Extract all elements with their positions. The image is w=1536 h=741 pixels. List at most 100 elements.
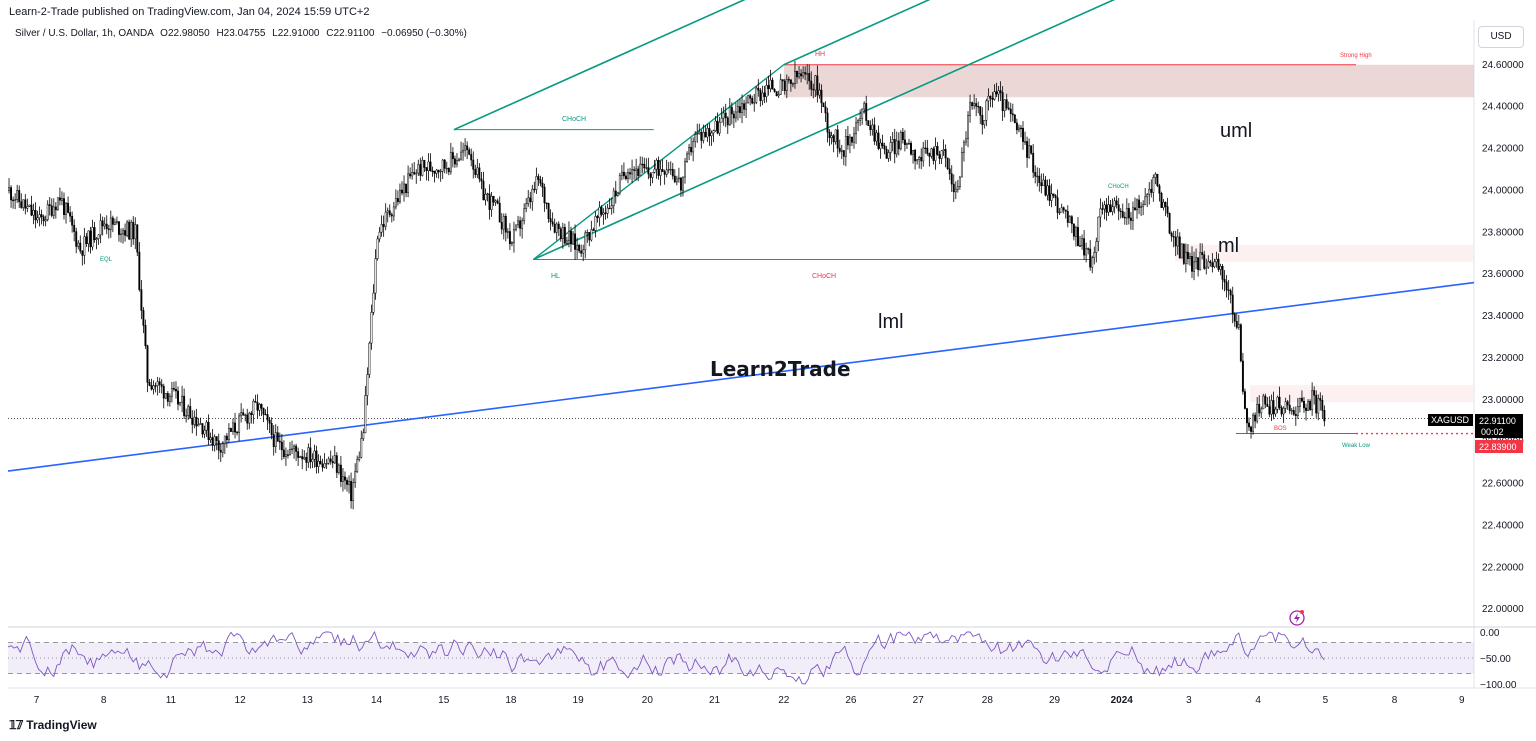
candle[interactable] [1221,264,1224,290]
candle[interactable] [331,455,334,469]
candle[interactable] [386,207,389,223]
candle[interactable] [254,394,257,403]
candle[interactable] [686,151,688,163]
candle[interactable] [657,156,660,180]
candle[interactable] [1081,234,1083,250]
candle[interactable] [1284,397,1287,414]
candle[interactable] [58,187,61,206]
candle[interactable] [219,443,222,463]
candle[interactable] [394,189,397,210]
candle[interactable] [52,198,55,220]
candle[interactable] [985,98,988,127]
candle[interactable] [405,183,408,198]
candle[interactable] [232,418,234,435]
candle[interactable] [1211,253,1214,273]
candle[interactable] [1250,425,1252,439]
candle[interactable] [1026,136,1029,168]
candle[interactable] [183,388,186,420]
candle[interactable] [280,433,283,461]
candle[interactable] [714,115,717,132]
candle[interactable] [549,209,552,231]
candle[interactable] [696,123,699,143]
candle[interactable] [1032,144,1035,179]
candle[interactable] [209,432,212,443]
candle[interactable] [126,220,129,238]
candle[interactable] [903,130,906,152]
candle[interactable] [979,106,982,125]
candle[interactable] [673,169,676,184]
candle[interactable] [1176,229,1179,255]
candle[interactable] [818,83,821,99]
candle[interactable] [486,192,489,202]
candle[interactable] [272,425,275,456]
candle[interactable] [822,102,825,108]
candle[interactable] [144,319,147,349]
candle[interactable] [1129,211,1132,230]
candle[interactable] [533,181,536,193]
candle[interactable] [563,223,566,245]
candle[interactable] [1115,195,1118,209]
candle[interactable] [354,463,357,488]
candle[interactable] [541,176,544,197]
candle[interactable] [515,224,517,232]
candle[interactable] [694,131,697,148]
candle[interactable] [1252,412,1255,435]
candle[interactable] [682,176,684,197]
candle[interactable] [971,101,974,110]
candle[interactable] [620,165,623,181]
candle[interactable] [1107,195,1110,216]
candle[interactable] [439,168,442,182]
candle[interactable] [34,202,37,229]
candle[interactable] [1089,240,1092,271]
candle[interactable] [531,184,534,211]
candle[interactable] [616,191,619,197]
candle[interactable] [179,401,182,407]
candle[interactable] [787,76,790,84]
candle[interactable] [303,450,306,461]
candle[interactable] [529,191,532,209]
candle[interactable] [425,167,428,181]
candle[interactable] [307,443,310,468]
candle[interactable] [54,202,57,219]
candle[interactable] [350,472,353,509]
candle[interactable] [327,456,330,465]
candle[interactable] [1064,209,1067,219]
candle[interactable] [1099,198,1102,228]
candle[interactable] [120,228,122,243]
candle[interactable] [411,163,414,180]
candle[interactable] [973,94,976,110]
candle[interactable] [158,377,161,393]
candle[interactable] [89,226,92,254]
candle[interactable] [848,133,851,154]
candle[interactable] [460,141,462,161]
candle[interactable] [1233,312,1236,327]
candle[interactable] [1136,198,1138,219]
candle[interactable] [1180,243,1183,259]
candle[interactable] [38,206,41,227]
candle[interactable] [967,111,969,148]
candle[interactable] [1079,236,1081,247]
candle[interactable] [572,231,574,245]
candle[interactable] [1093,246,1096,265]
candle[interactable] [989,95,992,108]
candle[interactable] [146,344,149,393]
candle[interactable] [166,391,169,407]
candle[interactable] [857,118,860,132]
candle[interactable] [44,215,47,227]
candle[interactable] [1280,405,1283,417]
candle[interactable] [1083,230,1086,260]
candle[interactable] [1050,183,1053,208]
candle[interactable] [855,116,857,144]
candle[interactable] [150,378,153,391]
candle[interactable] [726,116,729,134]
candle[interactable] [732,110,735,129]
candle[interactable] [938,150,941,165]
candle[interactable] [384,203,387,231]
candle[interactable] [1058,207,1061,216]
candle[interactable] [20,193,23,209]
candle[interactable] [36,210,39,224]
candle[interactable] [61,191,63,206]
candle[interactable] [1048,179,1051,207]
candle[interactable] [993,84,996,101]
candle[interactable] [162,383,165,409]
